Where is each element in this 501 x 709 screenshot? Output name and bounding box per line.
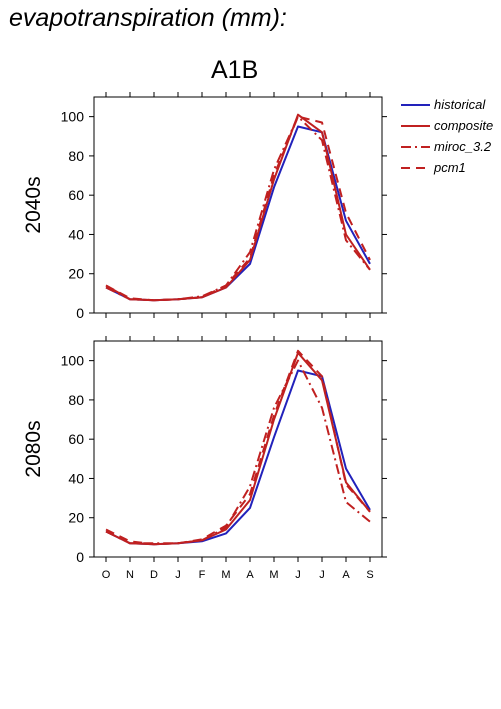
y-tick-label: 20 — [68, 510, 84, 526]
panel-label: 2080s — [22, 420, 45, 477]
x-tick-label: J — [175, 569, 181, 581]
series-line-pcm1 — [105, 115, 371, 302]
legend-swatch-miroc — [401, 146, 430, 148]
y-tick-label: 100 — [61, 353, 85, 369]
y-tick-label: 60 — [68, 187, 84, 203]
x-tick-label: N — [126, 569, 134, 581]
x-tick-label: J — [319, 569, 325, 581]
y-tick-label: 100 — [61, 109, 85, 125]
y-tick-label: 60 — [68, 431, 84, 447]
y-tick-label: 0 — [76, 549, 84, 565]
series-line-composite — [105, 351, 371, 546]
panel-2080s: 0 20 40 60 80 100 O N D J F M A M J J A S 2080s — [22, 336, 387, 581]
legend-swatch-composite — [401, 125, 430, 127]
x-tick-label: M — [221, 569, 230, 581]
page-title: evapotranspiration (mm): — [9, 4, 287, 32]
x-tick-label: J — [295, 569, 301, 581]
legend-label-miroc: miroc_3.2 — [434, 139, 492, 154]
x-tick-label: O — [102, 569, 111, 581]
series-line-historical — [105, 369, 371, 546]
panel-label: 2040s — [22, 176, 45, 233]
series-line-pcm1 — [105, 349, 371, 546]
x-tick-label: S — [366, 569, 373, 581]
legend-label-pcm1: pcm1 — [434, 160, 466, 175]
x-tick-label: A — [342, 569, 350, 581]
plot-frame — [93, 96, 383, 314]
y-tick-label: 80 — [68, 392, 84, 408]
y-tick-label: 80 — [68, 148, 84, 164]
legend-label-historical: historical — [434, 97, 486, 112]
plot-frame — [93, 340, 383, 558]
x-tick-label: D — [150, 569, 158, 581]
legend-swatch-historical — [401, 104, 430, 106]
legend-label-composite: composite — [434, 118, 494, 133]
x-tick-label: A — [246, 569, 254, 581]
y-tick-label: 40 — [68, 226, 84, 242]
x-tick-label: M — [269, 569, 278, 581]
legend-swatch-pcm1 — [401, 167, 430, 169]
y-tick-label: 40 — [68, 470, 84, 486]
panel-2040s: 0 20 40 60 80 100 2040s — [22, 92, 387, 321]
scenario-title: A1B — [211, 56, 259, 84]
y-tick-label: 20 — [68, 266, 84, 282]
y-tick-label: 0 — [76, 305, 84, 321]
x-tick-label: F — [199, 569, 206, 581]
